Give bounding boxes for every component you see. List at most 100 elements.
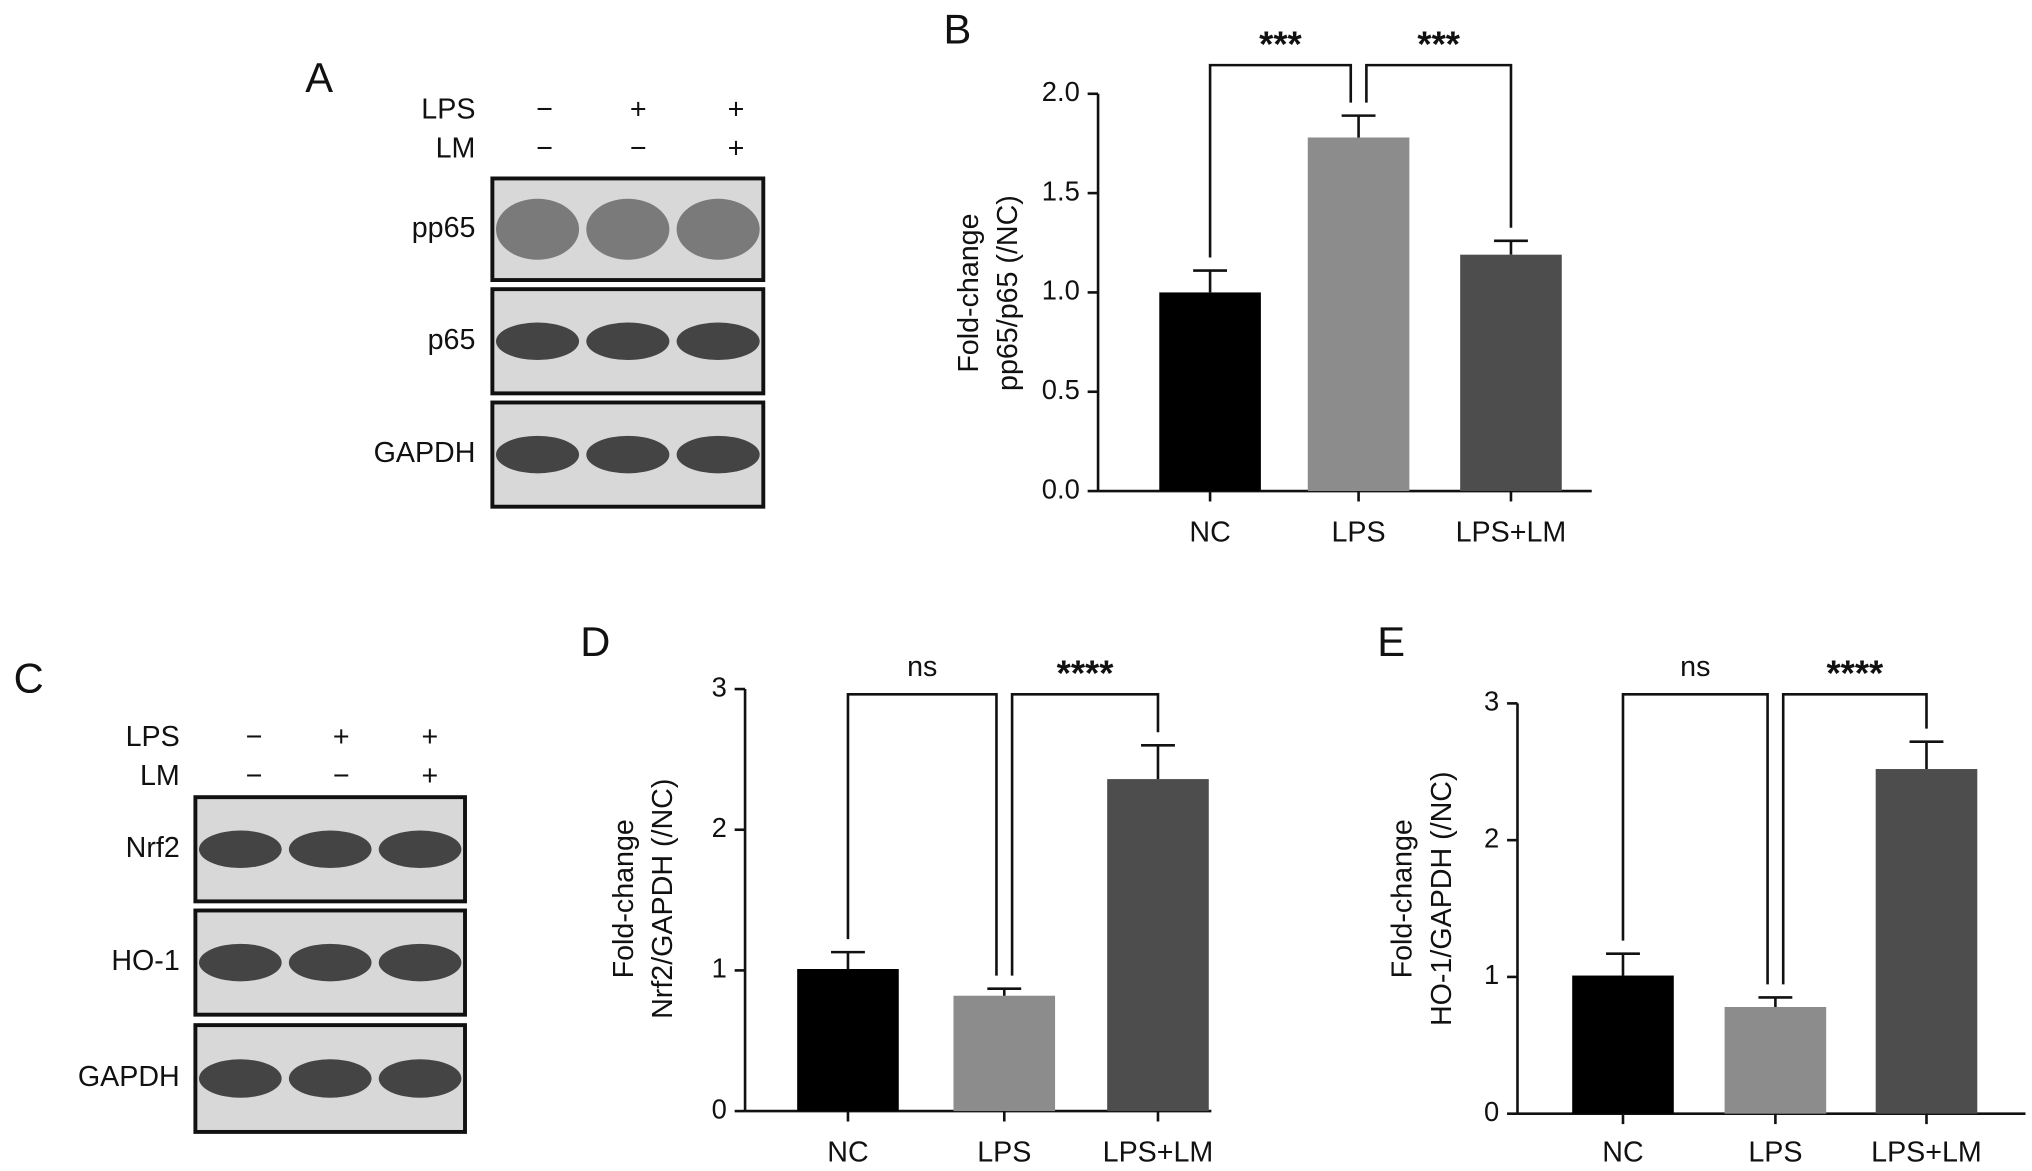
y-tick-label: 0 [712, 1093, 727, 1124]
panel-letter: B [943, 6, 971, 53]
treatment-sign: − [333, 760, 350, 792]
treatment-label: LM [436, 132, 476, 164]
blot-band [288, 943, 372, 982]
y-tick-label: 2 [1484, 822, 1499, 853]
x-tick-label: LPS+LM [1456, 517, 1567, 549]
panel-letter: E [1377, 618, 1405, 665]
treatment-sign: + [333, 721, 350, 753]
blot-band [676, 198, 760, 260]
band-label: HO-1 [111, 945, 179, 977]
y-tick-label: 1 [712, 953, 727, 984]
x-tick-label: NC [1602, 1137, 1643, 1169]
x-tick-label: LPS [977, 1137, 1031, 1169]
band-label: Nrf2 [126, 832, 180, 864]
error-bar [1341, 114, 1376, 138]
error-bar [831, 950, 865, 969]
significance-bracket [1010, 692, 1160, 976]
significance-bracket [846, 692, 998, 976]
treatment-sign: + [728, 93, 745, 125]
y-tick-label: 0 [1484, 1096, 1499, 1127]
significance-bracket [1621, 692, 1769, 985]
treatment-label: LPS [421, 93, 475, 125]
error-bar [1141, 744, 1175, 780]
y-axis-label: HO-1/GAPDH (/NC) [1426, 771, 1458, 1026]
treatment-sign: − [536, 132, 553, 164]
bar [1460, 254, 1562, 492]
band-label: p65 [428, 324, 476, 356]
treatment-sign: − [246, 721, 263, 753]
y-tick-label: 0.0 [1042, 473, 1080, 504]
treatment-sign: + [421, 721, 438, 753]
blot-band [378, 830, 462, 869]
significance-bracket [1208, 63, 1353, 258]
blot-band [198, 1059, 282, 1098]
significance-bracket [1781, 692, 1928, 985]
bar [1875, 769, 1978, 1114]
panel-letter: A [305, 54, 333, 101]
treatment-sign: − [246, 760, 263, 792]
treatment-label: LM [140, 760, 180, 792]
y-tick-label: 2.0 [1042, 76, 1080, 107]
x-tick-label: LPS+LM [1103, 1137, 1214, 1169]
error-bar [1606, 952, 1640, 976]
blot-band [586, 435, 670, 474]
significance-bracket [1365, 63, 1513, 228]
blot-band [586, 322, 670, 361]
bar [797, 968, 899, 1112]
blot-band [378, 1059, 462, 1098]
blot-band [676, 322, 760, 361]
blot-band [288, 1059, 372, 1098]
y-axis-label: Fold-change [1387, 819, 1419, 978]
error-bar [1758, 996, 1793, 1008]
significance-label: *** [1417, 24, 1460, 65]
bar [1159, 292, 1261, 492]
band-label: GAPDH [374, 437, 476, 469]
y-tick-label: 3 [1484, 686, 1499, 717]
treatment-sign: + [728, 132, 745, 164]
error-bar [1193, 269, 1228, 293]
y-axis-label: Fold-change [953, 213, 985, 372]
band-label: pp65 [412, 212, 476, 244]
x-tick-label: NC [1189, 517, 1230, 549]
treatment-sign: + [630, 93, 647, 125]
significance-label: **** [1057, 653, 1115, 694]
treatment-sign: − [630, 132, 647, 164]
blot-band [198, 943, 282, 982]
blot-band [586, 198, 670, 260]
panel-letter: C [14, 654, 44, 701]
y-tick-label: 0.5 [1042, 374, 1080, 405]
blot-band [288, 830, 372, 869]
bar [1307, 137, 1410, 492]
error-bar [987, 987, 1022, 996]
error-bar [1909, 740, 1944, 770]
significance-label: ns [1680, 651, 1710, 683]
significance-label: **** [1826, 653, 1884, 694]
x-tick-label: LPS [1748, 1137, 1802, 1169]
treatment-label: LPS [126, 721, 180, 753]
y-tick-label: 1.0 [1042, 275, 1080, 306]
y-axis-label: Nrf2/GAPDH (/NC) [647, 779, 679, 1019]
panel-letter: D [580, 618, 610, 665]
blot-band [495, 435, 580, 474]
x-tick-label: LPS [1332, 517, 1386, 549]
blot-band [676, 435, 760, 474]
band-label: GAPDH [78, 1061, 180, 1093]
bar [953, 995, 1056, 1112]
error-bar [1494, 239, 1528, 255]
x-tick-label: NC [827, 1137, 868, 1169]
y-axis-label: pp65/p65 (/NC) [992, 195, 1024, 391]
bar [1107, 779, 1209, 1112]
treatment-sign: − [536, 93, 553, 125]
y-tick-label: 2 [712, 812, 727, 843]
treatment-sign: + [421, 760, 438, 792]
y-axis-label: Fold-change [608, 819, 640, 978]
bar [1724, 1007, 1827, 1114]
blot-band [495, 322, 580, 361]
bar [1572, 975, 1674, 1114]
x-tick-label: LPS+LM [1871, 1137, 1982, 1169]
y-tick-label: 1.5 [1042, 175, 1080, 206]
blot-band [495, 198, 580, 260]
y-tick-label: 3 [712, 671, 727, 702]
blot-band [198, 830, 282, 869]
